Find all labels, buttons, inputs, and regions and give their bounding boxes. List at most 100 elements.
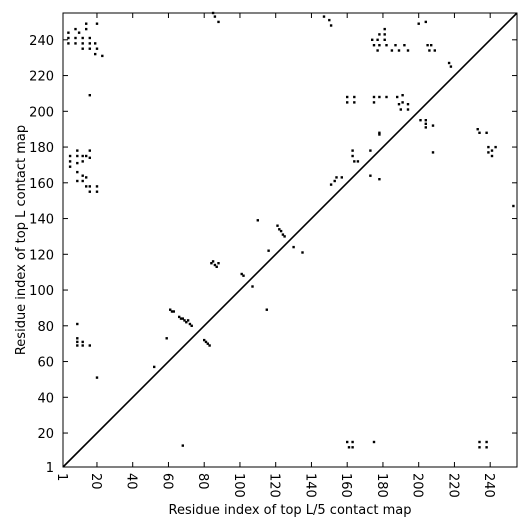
contact-point: [346, 95, 349, 99]
contact-point: [76, 170, 79, 174]
x-axis-label: Residue index of top L/5 contact map: [169, 503, 412, 518]
x-tick-label: 180: [374, 473, 389, 498]
contact-point: [267, 249, 270, 252]
contact-point: [431, 124, 435, 127]
contact-point: [210, 262, 213, 265]
y-tick-label: 240: [29, 34, 54, 49]
x-tick-label: 160: [338, 473, 353, 498]
contact-point: [74, 27, 77, 31]
contact-point: [447, 61, 451, 65]
contact-point: [281, 233, 285, 236]
contact-point: [347, 446, 351, 449]
x-tick-label: 120: [267, 473, 282, 498]
contact-point: [385, 44, 388, 47]
contact-point: [95, 185, 99, 188]
contact-point: [172, 310, 175, 313]
contact-point: [378, 95, 381, 99]
contact-point: [85, 27, 88, 31]
contact-point: [333, 179, 336, 183]
y-tick-label: 1: [46, 461, 54, 476]
contact-point: [190, 324, 193, 327]
contact-point: [512, 204, 515, 208]
contact-point: [383, 38, 386, 41]
contact-point: [81, 154, 84, 158]
contact-point: [88, 190, 91, 193]
contact-point: [240, 272, 243, 276]
y-tick-label: 120: [29, 248, 54, 263]
contact-point: [95, 376, 99, 379]
contact-point: [372, 44, 376, 47]
contact-point: [165, 337, 168, 340]
contact-point: [431, 151, 435, 154]
contact-point: [329, 183, 333, 186]
contact-point: [397, 103, 401, 106]
contact-point: [378, 33, 381, 36]
contact-point: [372, 95, 376, 99]
contact-point: [188, 322, 192, 326]
contact-point: [419, 119, 422, 122]
contact-point: [85, 154, 88, 158]
contact-point: [95, 47, 99, 50]
contact-point: [85, 176, 88, 179]
contact-point: [251, 285, 254, 288]
contact-point: [406, 103, 410, 106]
contact-point: [213, 263, 217, 267]
contact-point: [401, 101, 404, 104]
contact-point: [77, 31, 81, 34]
x-tick-label: 1: [54, 473, 69, 481]
contact-point: [183, 319, 186, 322]
contact-point: [204, 340, 208, 344]
contact-point: [406, 49, 410, 52]
contact-point: [424, 122, 427, 125]
y-tick-label: 220: [29, 70, 54, 85]
y-tick-label: 180: [29, 141, 54, 156]
contact-point: [417, 22, 420, 25]
diagonal-line: [62, 12, 518, 468]
contact-point: [74, 36, 77, 40]
contact-point: [101, 54, 104, 58]
contact-point: [185, 321, 188, 324]
contact-point: [426, 44, 429, 47]
contact-point: [211, 260, 215, 263]
x-tick-label: 200: [410, 473, 425, 498]
contact-point: [378, 133, 381, 136]
contact-point: [88, 344, 91, 347]
contact-point: [88, 42, 91, 45]
contact-point: [301, 251, 304, 254]
contact-point: [170, 310, 174, 313]
contact-points: [67, 11, 515, 449]
contact-point: [94, 52, 97, 56]
contact-point: [81, 340, 84, 344]
contact-point: [478, 446, 481, 449]
contact-point: [76, 161, 79, 165]
contact-point: [424, 119, 427, 122]
contact-point: [376, 49, 379, 52]
x-tick-label: 100: [231, 473, 246, 498]
contact-point: [276, 224, 279, 227]
contact-point: [169, 308, 172, 311]
contact-point: [213, 15, 217, 18]
contact-point: [68, 165, 72, 168]
contact-point: [476, 128, 479, 131]
contact-point: [487, 145, 490, 149]
x-tick-label: 140: [302, 473, 317, 498]
contact-point: [328, 18, 331, 22]
contact-point: [203, 338, 206, 342]
contact-point: [217, 262, 220, 265]
contact-point: [346, 101, 349, 104]
contact-point: [490, 154, 494, 158]
contact-point: [76, 344, 79, 347]
contact-point: [186, 319, 190, 322]
contact-point: [494, 145, 497, 149]
contact-point: [181, 317, 184, 320]
contact-point: [217, 20, 220, 24]
contact-point: [76, 149, 79, 152]
contact-point: [95, 190, 99, 193]
contact-point: [396, 95, 399, 99]
x-tick-label: 60: [159, 473, 174, 490]
contact-point: [76, 340, 79, 344]
contact-point: [88, 185, 91, 188]
x-tick-label: 220: [445, 473, 460, 498]
contact-point: [369, 174, 372, 177]
